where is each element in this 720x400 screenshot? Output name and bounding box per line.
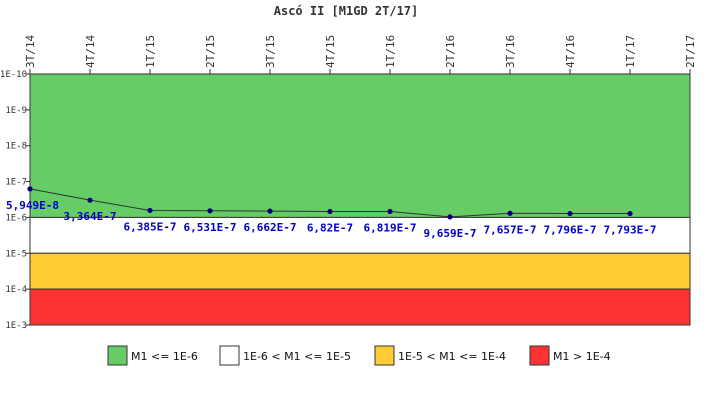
data-point (87, 197, 93, 203)
data-point (387, 208, 393, 215)
x-tick-label: 2T/16 (444, 35, 457, 68)
legend-swatch (219, 345, 240, 366)
x-tick-label: 4T/14 (84, 35, 97, 68)
band-0 (29, 73, 691, 218)
data-point (507, 210, 513, 216)
legend-item: M1 <= 1E-6 (107, 345, 198, 366)
data-point (567, 210, 573, 217)
data-point (147, 207, 153, 214)
x-tick-label: 4T/15 (324, 35, 337, 68)
legend-label: M1 <= 1E-6 (131, 350, 198, 363)
y-tick-label: 1E-8 (5, 142, 27, 152)
y-tick-label: 1E-3 (5, 321, 27, 331)
legend-swatch (374, 345, 395, 366)
x-tick-label: 1T/15 (144, 35, 157, 68)
data-label: 9,659E-7 (424, 227, 477, 240)
y-tick-label: 1E-5 (5, 249, 27, 259)
x-tick-label: 4T/16 (564, 35, 577, 68)
x-tick-label: 3T/16 (504, 35, 517, 68)
band-1 (29, 216, 691, 254)
data-point (207, 208, 213, 214)
x-axis: 3T/14 4T/14 1T/15 2T/15 3T/15 4T/15 1T/16 2T/16… (24, 35, 697, 74)
y-tick-label: 1E-10 (0, 70, 27, 80)
band-2 (29, 252, 691, 290)
legend-item: M1 > 1E-4 (529, 345, 611, 366)
data-series (27, 186, 633, 220)
legend-item: 1E-5 < M1 <= 1E-4 (374, 345, 506, 366)
x-tick-label: 3T/15 (264, 35, 277, 68)
legend-label: 1E-6 < M1 <= 1E-5 (243, 350, 351, 363)
x-tick-label: 2T/17 (684, 35, 697, 68)
y-axis: 1E-10 1E-9 1E-8 1E-7 1E-6 1E-5 1E-4 1E-3 (0, 70, 30, 331)
y-tick-label: 1E-6 (5, 213, 27, 223)
data-label: 6,82E-7 (307, 221, 353, 234)
legend-item: 1E-6 < M1 <= 1E-5 (219, 345, 351, 366)
y-tick-label: 1E-4 (5, 285, 27, 295)
data-labels: 5,949E-8 3,364E-7 6,385E-7 6,531E-7 6,662E-7… (6, 199, 656, 240)
legend-swatch (107, 345, 128, 366)
chart-title: Ascó II [M1GD 2T/17] (274, 4, 419, 18)
data-point (627, 210, 633, 217)
y-tick-label: 1E-7 (5, 178, 27, 188)
data-label: 7,793E-7 (604, 224, 657, 237)
legend: M1 <= 1E-6 1E-6 < M1 <= 1E-5 1E-5 < M1 <= … (107, 345, 611, 366)
x-tick-label: 1T/16 (384, 35, 397, 68)
data-label: 7,796E-7 (544, 224, 597, 237)
data-label: 5,949E-8 (6, 199, 59, 212)
threshold-bands (29, 73, 691, 326)
legend-label: M1 > 1E-4 (553, 350, 611, 363)
data-label: 3,364E-7 (64, 210, 117, 223)
legend-label: 1E-5 < M1 <= 1E-4 (398, 350, 506, 363)
data-point (447, 214, 453, 220)
data-label: 6,385E-7 (124, 220, 177, 233)
data-label: 7,657E-7 (484, 223, 537, 236)
x-tick-label: 2T/15 (204, 35, 217, 68)
data-point (327, 208, 333, 215)
x-tick-label: 1T/17 (624, 35, 637, 68)
y-tick-label: 1E-9 (5, 106, 27, 116)
data-label: 6,819E-7 (364, 221, 417, 234)
data-point (27, 186, 33, 192)
data-label: 6,662E-7 (244, 221, 297, 234)
data-label: 6,531E-7 (184, 221, 237, 234)
x-tick-label: 3T/14 (24, 35, 37, 68)
band-3 (29, 288, 691, 326)
data-point (267, 208, 273, 214)
legend-swatch (529, 345, 550, 366)
